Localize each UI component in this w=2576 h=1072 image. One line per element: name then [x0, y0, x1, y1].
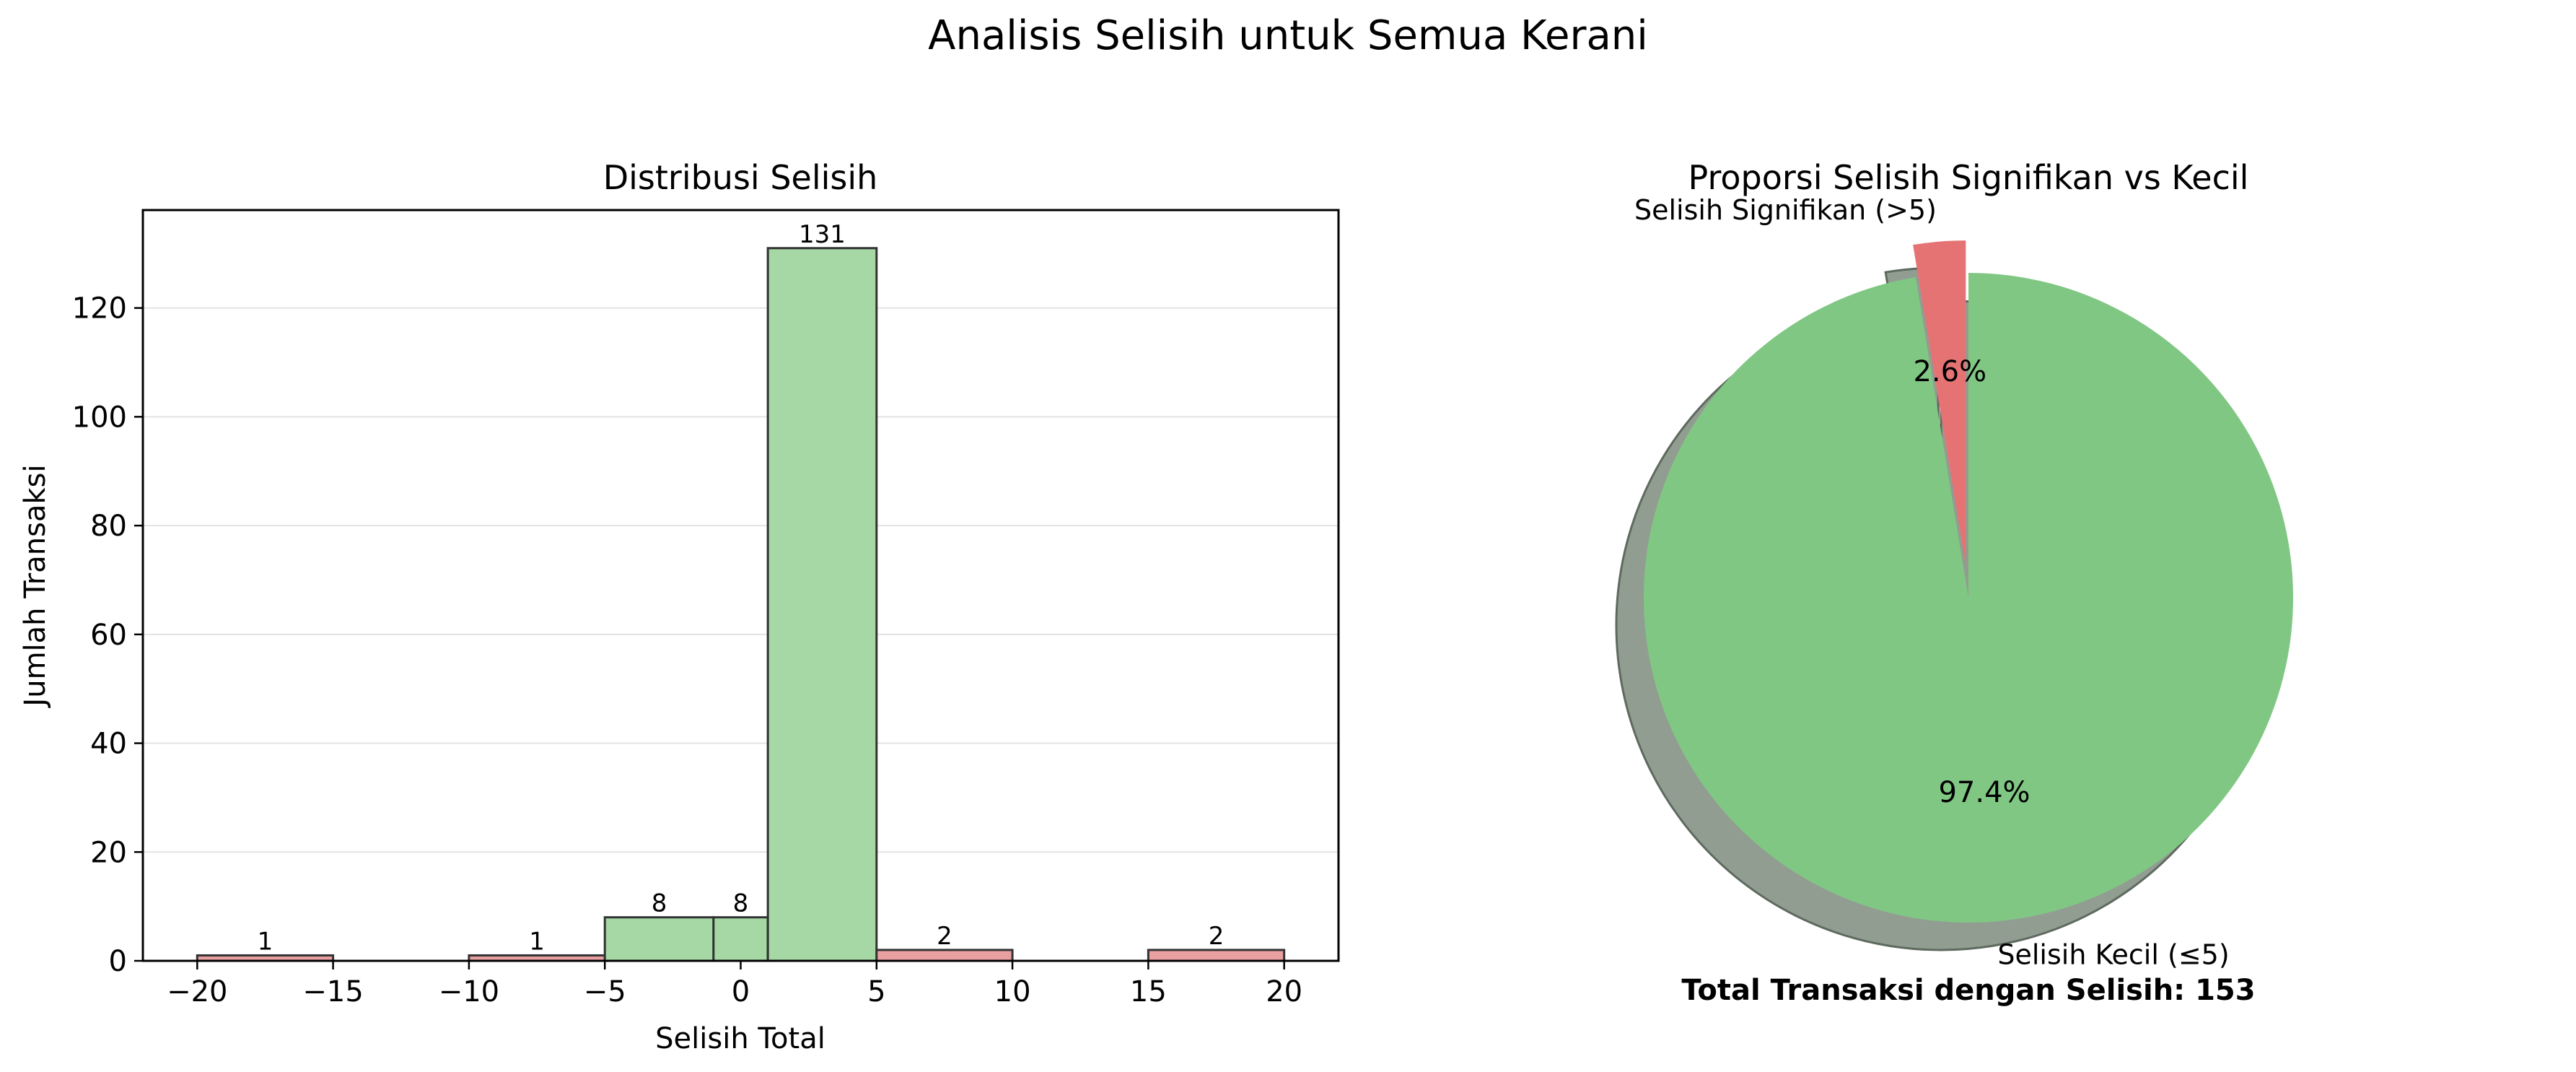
pie-footer: Total Transaksi dengan Selisih: 153 [1681, 974, 2255, 1007]
pie-slice [1644, 273, 2294, 923]
x-tick-label: 15 [1130, 975, 1167, 1008]
y-tick-label: 80 [90, 510, 127, 543]
histogram-grid [143, 307, 1339, 853]
x-tick-label: 10 [994, 975, 1031, 1008]
x-tick-label: 5 [867, 975, 885, 1008]
bar-value-label: 1 [529, 927, 545, 956]
histogram-y-label: Jumlah Transaksi [19, 464, 52, 708]
histogram-bar [712, 916, 769, 962]
y-tick-label: 40 [90, 728, 127, 761]
histogram-chart: Distribusi Selisih 1 1 8 8 131 2 2 −20 −15 −10 −5… [19, 158, 1340, 1055]
histogram-axes-frame [141, 209, 1340, 962]
histogram-title: Distribusi Selisih [603, 158, 878, 197]
bar-value-label: 8 [733, 889, 749, 918]
y-tick-label: 60 [90, 619, 127, 652]
figure-suptitle: Analisis Selisih untuk Semua Kerani [928, 12, 1648, 59]
x-tick-label: −5 [584, 975, 626, 1008]
y-tick-label: 20 [90, 836, 127, 869]
pie-slice [1913, 240, 1966, 566]
pie-pct-label: 2.6% [1913, 355, 1986, 388]
pie-category-label: Selisih Kecil (≤5) [1997, 938, 2229, 970]
bar-value-label: 2 [1209, 922, 1225, 951]
x-tick-label: 20 [1266, 975, 1302, 1008]
pie-pct-label: 97.4% [1938, 776, 2030, 809]
histogram-bar [1147, 949, 1286, 962]
histogram-bars [196, 247, 1286, 962]
histogram-bar [603, 916, 715, 962]
x-tick-label: −20 [167, 975, 227, 1008]
y-tick-label: 100 [72, 401, 127, 434]
histogram-x-ticks: −20 −15 −10 −5 0 5 10 15 20 [167, 961, 1302, 1008]
histogram-bar-labels: 1 1 8 8 131 2 2 [258, 220, 1225, 956]
pie-category-label: Selisih Signifikan (>5) [1634, 194, 1937, 226]
bar-value-label: 131 [799, 220, 846, 249]
bar-value-label: 1 [258, 927, 273, 956]
x-tick-label: −10 [439, 975, 499, 1008]
histogram-x-label: Selisih Total [655, 1022, 825, 1055]
histogram-y-ticks: 0 20 40 60 80 100 120 [72, 292, 143, 978]
pie-chart: Proporsi Selisih Signifikan vs Kecil 2.6… [1615, 158, 2294, 1007]
pie-labels: 2.6% Selisih Signifikan (>5) 97.4% Selisih … [1634, 194, 2230, 971]
bar-value-label: 2 [937, 922, 952, 951]
bar-value-label: 8 [652, 889, 667, 918]
pie-title: Proporsi Selisih Signifikan vs Kecil [1688, 158, 2249, 197]
x-tick-label: 0 [732, 975, 750, 1008]
x-tick-label: −15 [302, 975, 363, 1008]
pie-slices [1644, 240, 2294, 923]
histogram-bar [766, 247, 878, 962]
y-tick-label: 0 [109, 945, 127, 978]
histogram-bar [875, 949, 1014, 962]
y-tick-label: 120 [72, 292, 127, 326]
